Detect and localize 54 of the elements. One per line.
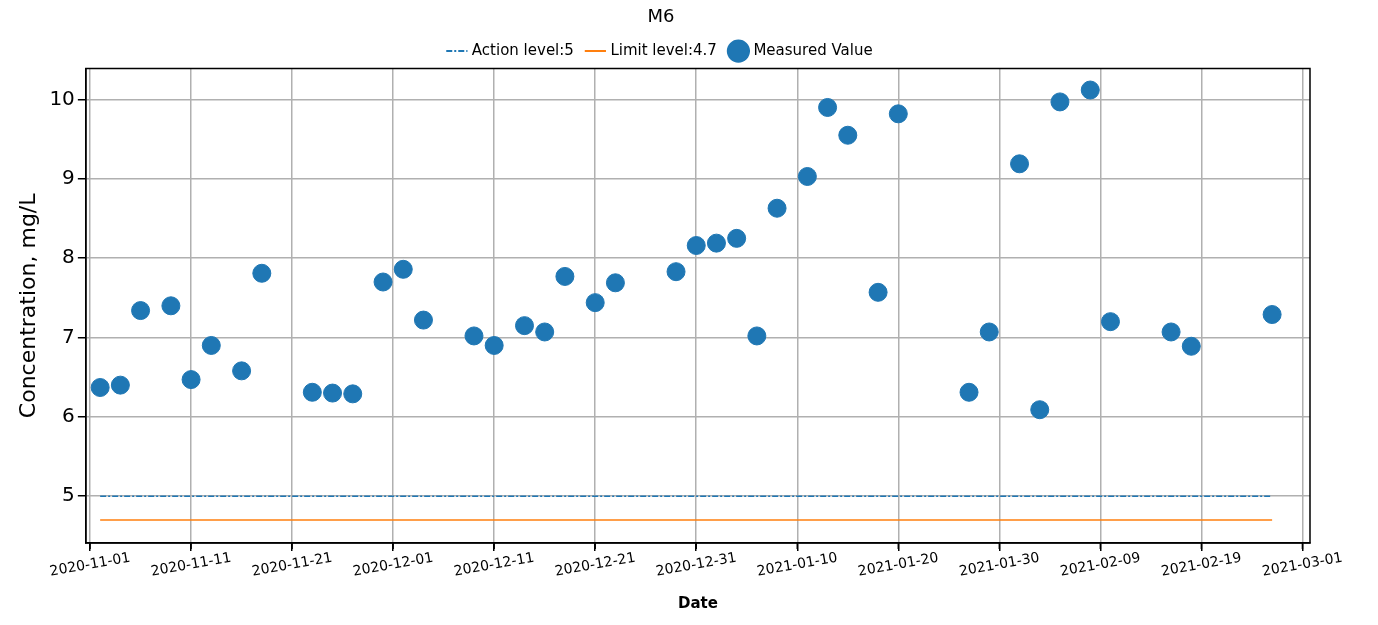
point	[131, 301, 151, 321]
legend-title: M6	[647, 4, 675, 26]
point	[727, 228, 747, 248]
point	[1030, 400, 1050, 420]
point	[484, 335, 504, 355]
point	[706, 233, 726, 253]
point	[535, 322, 555, 342]
legend-label: Measured Value	[753, 40, 873, 59]
point	[868, 282, 888, 302]
point	[888, 104, 908, 124]
y-tick-label: 8	[62, 244, 75, 269]
point	[1100, 312, 1120, 332]
point	[201, 335, 221, 355]
y-tick-label: 5	[62, 482, 75, 507]
point	[110, 375, 130, 395]
point	[959, 382, 979, 402]
point	[666, 262, 686, 282]
point	[323, 383, 343, 403]
point	[605, 273, 625, 293]
point	[514, 316, 534, 336]
point	[686, 236, 706, 256]
point	[413, 310, 433, 330]
point	[1262, 305, 1282, 325]
x-axis-title: Date	[677, 593, 718, 612]
point	[797, 166, 817, 186]
point	[767, 198, 787, 218]
point	[747, 326, 767, 346]
point	[1010, 154, 1030, 174]
y-axis-title: Concentration, mg/L	[14, 192, 40, 419]
point	[1161, 322, 1181, 342]
point	[232, 361, 252, 381]
point	[343, 384, 363, 404]
point	[393, 259, 413, 279]
point	[979, 322, 999, 342]
point	[1050, 92, 1070, 112]
point	[464, 326, 484, 346]
point	[555, 266, 575, 286]
point	[838, 125, 858, 145]
y-tick-label: 6	[62, 403, 75, 428]
point	[161, 296, 181, 316]
point	[585, 293, 605, 313]
point	[90, 378, 110, 398]
legend-label: Action level:5	[471, 40, 574, 59]
y-tick-label: 7	[62, 323, 75, 348]
point	[302, 382, 322, 402]
point	[181, 370, 201, 390]
point	[252, 263, 272, 283]
y-tick-label: 9	[62, 165, 75, 190]
legend-label: Limit level:4.7	[610, 40, 717, 59]
point	[818, 97, 838, 117]
point	[373, 272, 393, 292]
point	[1181, 336, 1201, 356]
point	[1080, 80, 1100, 100]
y-tick-label: 10	[49, 85, 75, 110]
